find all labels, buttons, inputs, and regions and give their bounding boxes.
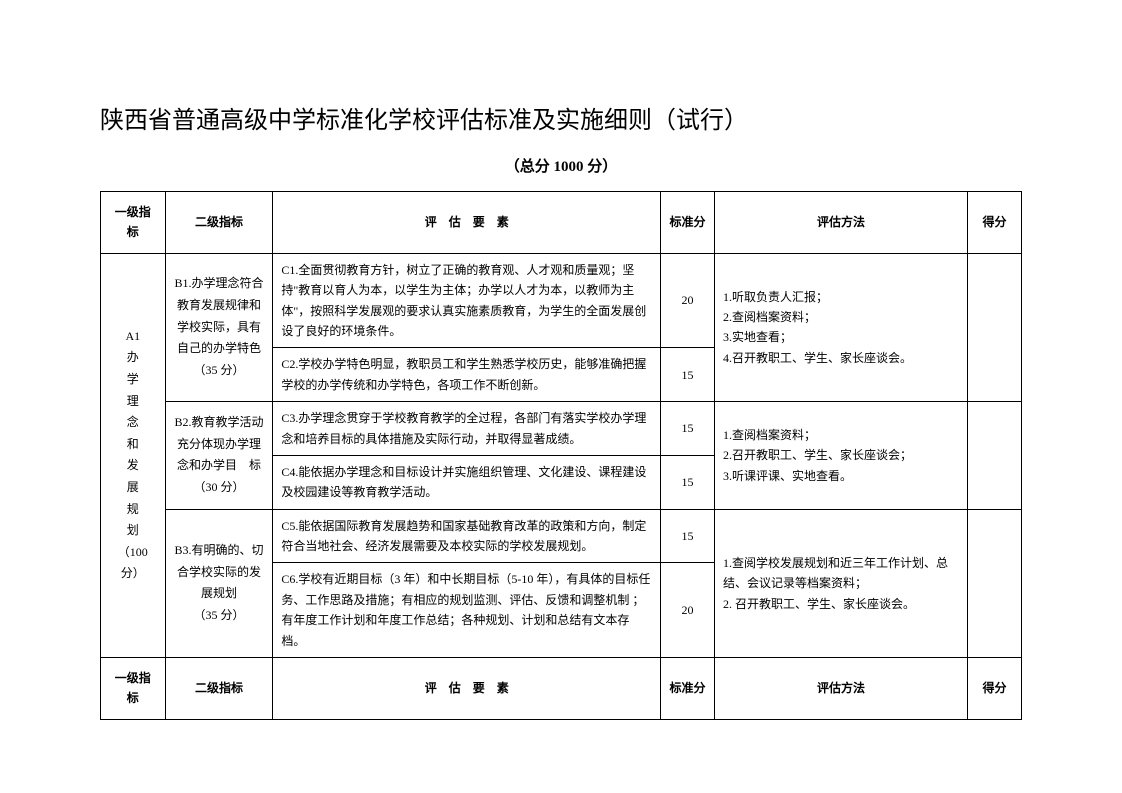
table-row: B3.有明确的、切合学校实际的发展规划 （35 分） C5.能依据国际教育发展趋… [101,509,1022,563]
footer-col3: 评 估 要 素 [273,658,661,720]
table-row: A1 办 学 理 念 和 发 展 规 划 （100 分） B1.办学理念符合教育… [101,253,1022,348]
method-m2: 1.查阅档案资料； 2.召开教职工、学生、家长座谈会； 3.听课评课、实地查看。 [714,402,967,510]
result-cell [968,402,1022,510]
a1-indicator: A1 办 学 理 念 和 发 展 规 划 （100 分） [101,253,166,657]
document-title: 陕西省普通高级中学标准化学校评估标准及实施细则（试行） [100,100,1022,135]
header-col4: 标准分 [661,192,715,254]
c3-score: 15 [661,402,715,456]
c4-criteria: C4.能依据办学理念和目标设计并实施组织管理、文化建设、课程建设及校园建设等教育… [273,455,661,509]
header-col6: 得分 [968,192,1022,254]
footer-col6: 得分 [968,658,1022,720]
c2-criteria: C2.学校办学特色明显，教职员工和学生熟悉学校历史，能够准确把握学校的办学传统和… [273,348,661,402]
footer-col4: 标准分 [661,658,715,720]
footer-col2: 二级指标 [165,658,273,720]
result-cell [968,253,1022,401]
c4-score: 15 [661,455,715,509]
a1-code: A1 [125,329,140,343]
header-col2: 二级指标 [165,192,273,254]
b2-indicator: B2.教育教学活动充分体现办学理念和办学目 标 （30 分） [165,402,273,510]
header-col3: 评 估 要 素 [273,192,661,254]
header-col5: 评估方法 [714,192,967,254]
method-m3: 1.查阅学校发展规划和近三年工作计划、总结、会议记录等档案资料； 2. 召开教职… [714,509,967,657]
c1-criteria: C1.全面贯彻教育方针，树立了正确的教育观、人才观和质量观；坚持"教育以育人为本… [273,253,661,348]
b3-indicator: B3.有明确的、切合学校实际的发展规划 （35 分） [165,509,273,657]
table-footer-row: 一级指标 二级指标 评 估 要 素 标准分 评估方法 得分 [101,658,1022,720]
c6-criteria: C6.学校有近期目标（3 年）和中长期目标（5-10 年），有具体的目标任务、工… [273,563,661,658]
c1-score: 20 [661,253,715,348]
footer-col5: 评估方法 [714,658,967,720]
header-col1: 一级指标 [101,192,166,254]
table-row: B2.教育教学活动充分体现办学理念和办学目 标 （30 分） C3.办学理念贯穿… [101,402,1022,456]
c5-score: 15 [661,509,715,563]
result-cell [968,509,1022,657]
c3-criteria: C3.办学理念贯穿于学校教育教学的全过程，各部门有落实学校办学理念和培养目标的具… [273,402,661,456]
footer-col1: 一级指标 [101,658,166,720]
b1-indicator: B1.办学理念符合教育发展规律和学校实际，具有自己的办学特色 （35 分） [165,253,273,401]
method-m1: 1.听取负责人汇报； 2.查阅档案资料； 3.实地查看； 4.召开教职工、学生、… [714,253,967,401]
a1-score: （100 分） [118,545,148,581]
table-header-row: 一级指标 二级指标 评 估 要 素 标准分 评估方法 得分 [101,192,1022,254]
c5-criteria: C5.能依据国际教育发展趋势和国家基础教育改革的政策和方向，制定符合当地社会、经… [273,509,661,563]
c2-score: 15 [661,348,715,402]
c6-score: 20 [661,563,715,658]
evaluation-table: 一级指标 二级指标 评 估 要 素 标准分 评估方法 得分 A1 办 学 理 念… [100,191,1022,720]
document-subtitle: （总分 1000 分） [100,155,1022,176]
